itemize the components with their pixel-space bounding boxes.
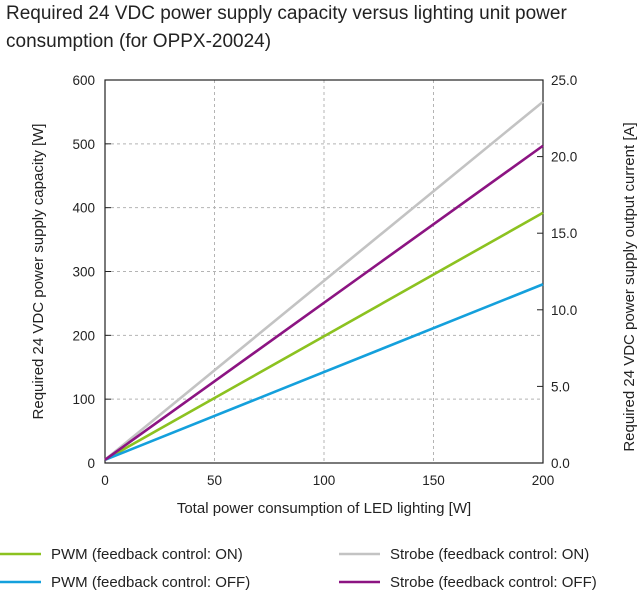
y-tick-label: 300 <box>72 265 95 280</box>
series-line <box>104 283 544 462</box>
x-tick-label: 150 <box>422 473 445 488</box>
legend-label: Strobe (feedback control: OFF) <box>390 574 597 591</box>
x-tick-label: 50 <box>207 473 222 488</box>
y-tick-label: 0 <box>87 456 95 471</box>
y2-tick-label: 15.0 <box>551 226 577 241</box>
y2-tick-label: 20.0 <box>551 150 577 165</box>
y-tick-label: 500 <box>72 137 95 152</box>
y2-tick-label: 0.0 <box>551 456 570 471</box>
series-lines <box>104 100 544 462</box>
series-line <box>104 144 544 461</box>
legend: PWM (feedback control: ON) PWM (feedback … <box>0 546 597 591</box>
y-tick-label: 400 <box>72 201 95 216</box>
y-tick-label: 600 <box>72 73 95 88</box>
x-tick-label: 200 <box>532 473 555 488</box>
y2-tick-label: 25.0 <box>551 73 577 88</box>
y2-tick-label: 10.0 <box>551 303 577 318</box>
y-tick-label: 200 <box>72 328 95 343</box>
y-axis-label: Required 24 VDC power supply capacity [W… <box>30 124 47 420</box>
legend-label: PWM (feedback control: ON) <box>51 546 243 563</box>
y2-axis-label: Required 24 VDC power supply output curr… <box>621 122 638 451</box>
legend-label: Strobe (feedback control: ON) <box>390 546 589 563</box>
chart-title: Required 24 VDC power supply capacity ve… <box>6 3 567 52</box>
series-line <box>104 211 544 461</box>
y2-tick-label: 5.0 <box>551 379 570 394</box>
x-axis-label: Total power consumption of LED lighting … <box>177 500 471 517</box>
x-tick-label: 100 <box>313 473 336 488</box>
axis-ticks: 0 50 100 150 200 0 100 200 300 400 500 600 0.0 5.0 10.… <box>72 73 577 488</box>
legend-label: PWM (feedback control: OFF) <box>51 574 250 591</box>
y-tick-label: 100 <box>72 392 95 407</box>
x-tick-label: 0 <box>101 473 109 488</box>
series-line <box>104 100 544 461</box>
